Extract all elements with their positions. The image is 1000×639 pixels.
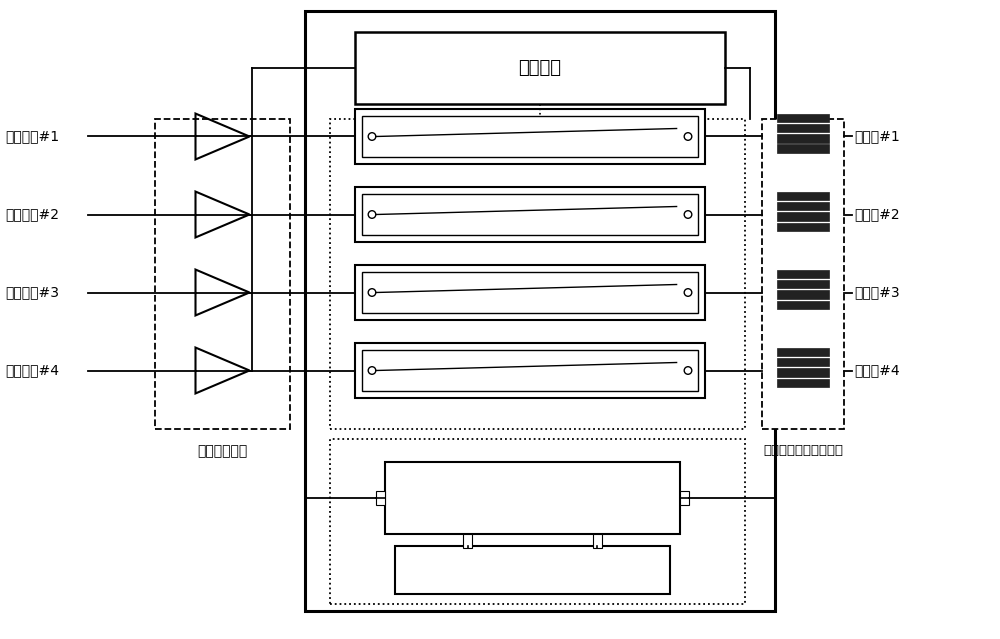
Bar — [376, 491, 385, 505]
Bar — [777, 212, 829, 220]
Bar — [680, 491, 689, 505]
Text: 微控制器: 微控制器 — [518, 59, 562, 77]
Bar — [362, 194, 698, 235]
Bar — [355, 32, 725, 104]
Bar — [305, 11, 775, 611]
Bar — [330, 119, 745, 429]
Text: 继电器#3: 继电器#3 — [525, 286, 570, 300]
Bar — [777, 348, 829, 356]
Bar — [762, 119, 844, 429]
Bar — [355, 343, 705, 398]
Bar — [777, 270, 829, 278]
Bar — [777, 222, 829, 231]
Text: 四阵元超声换能器阵列: 四阵元超声换能器阵列 — [763, 445, 843, 458]
Text: 驱动信号#3: 驱动信号#3 — [5, 286, 59, 300]
Text: 换能器#4: 换能器#4 — [854, 364, 900, 378]
Text: 继电器#4: 继电器#4 — [525, 364, 570, 378]
Text: 驱动信号#1: 驱动信号#1 — [5, 130, 59, 144]
Text: 换能器#1: 换能器#1 — [854, 130, 900, 144]
Bar — [355, 187, 705, 242]
Text: 继电器#2: 继电器#2 — [525, 208, 570, 222]
Text: 四路驱动信号: 四路驱动信号 — [197, 444, 248, 458]
Bar — [777, 290, 829, 298]
Text: 驱动信号#4: 驱动信号#4 — [5, 364, 59, 378]
Bar — [362, 350, 698, 391]
Text: 继电器#1: 继电器#1 — [525, 130, 570, 144]
Bar — [362, 272, 698, 313]
Bar — [395, 546, 670, 594]
Text: 换能器#3: 换能器#3 — [854, 286, 900, 300]
Text: 驱动信号#2: 驱动信号#2 — [5, 208, 59, 222]
Bar — [155, 119, 290, 429]
Bar — [385, 462, 680, 534]
Bar — [463, 534, 472, 548]
Bar — [777, 280, 829, 288]
Bar — [777, 368, 829, 377]
Bar — [777, 124, 829, 132]
Bar — [777, 144, 829, 153]
Bar — [362, 116, 698, 157]
Bar — [355, 109, 705, 164]
Bar — [777, 114, 829, 122]
Bar — [777, 192, 829, 200]
Bar — [777, 202, 829, 210]
Text: 换能器#2: 换能器#2 — [854, 208, 900, 222]
Bar — [777, 300, 829, 309]
Bar — [777, 358, 829, 366]
Text: 双定向耦合
器: 双定向耦合 器 — [512, 483, 553, 513]
Bar — [777, 134, 829, 142]
Bar — [355, 265, 705, 320]
Bar — [593, 534, 602, 548]
Bar — [777, 378, 829, 387]
Text: 功率检波板: 功率检波板 — [512, 563, 553, 577]
Bar — [330, 439, 745, 604]
